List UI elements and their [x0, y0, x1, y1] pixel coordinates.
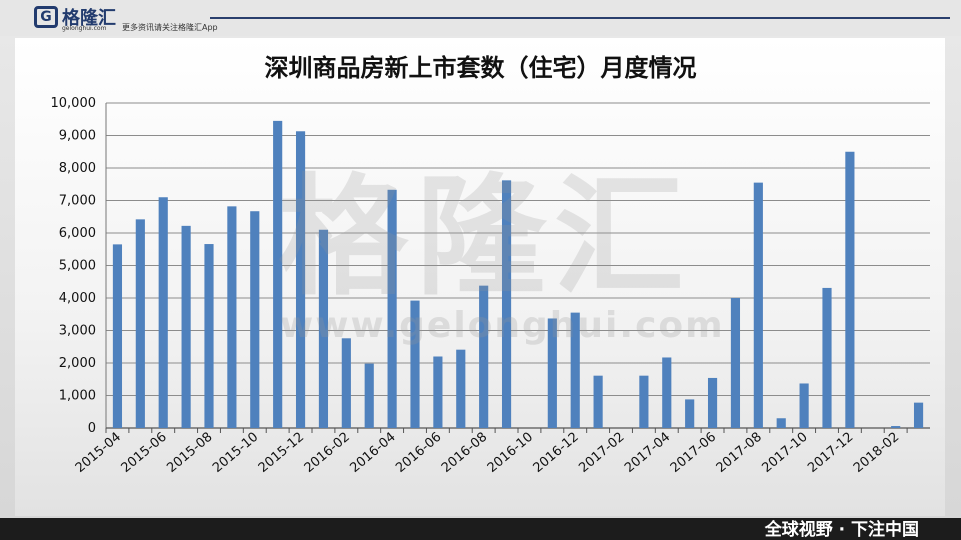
x-tick-label: 2016-12	[531, 430, 582, 476]
watermark-cn: 格隆汇	[277, 161, 692, 313]
bar-2016-06	[433, 356, 443, 428]
bar-2016-09	[501, 180, 512, 428]
bar-2018-03	[913, 402, 924, 428]
bar-2016-07	[456, 349, 466, 428]
top-divider	[210, 17, 950, 19]
bar-2017-09	[776, 418, 786, 428]
bar-2016-03	[364, 363, 374, 428]
bar-2017-06	[707, 377, 718, 428]
gelonghui-logo-icon: G	[34, 6, 58, 28]
y-tick-label: 8,000	[59, 161, 96, 176]
x-tick-label: 2017-08	[714, 430, 765, 476]
bar-2017-10	[799, 383, 809, 428]
x-tick-label: 2015-04	[73, 430, 124, 476]
x-tick-label: 2017-12	[805, 430, 856, 476]
y-tick-label: 2,000	[59, 356, 96, 371]
y-tick-label: 9,000	[59, 129, 96, 144]
brand-name: 格隆汇	[62, 8, 116, 29]
x-tick-label: 2017-10	[759, 430, 810, 476]
bar-2018-02	[891, 426, 901, 428]
y-tick-label: 7,000	[59, 194, 96, 209]
y-tick-label: 4,000	[59, 291, 96, 306]
bar-2016-11	[547, 318, 557, 428]
bar-2016-08	[479, 285, 489, 428]
x-tick-label: 2016-04	[347, 430, 398, 476]
bar-2015-06	[158, 197, 168, 428]
footer-bar	[0, 518, 961, 540]
bar-2015-07	[181, 225, 191, 428]
bar-2015-12	[295, 131, 306, 428]
x-tick-label: 2018-02	[851, 430, 902, 476]
bar-2016-12	[570, 312, 580, 428]
y-tick-label: 6,000	[59, 226, 96, 241]
bar-2016-01	[318, 229, 329, 428]
y-tick-label: 1,000	[59, 389, 96, 404]
bar-2015-09	[227, 206, 237, 428]
bar-2017-08	[753, 182, 763, 428]
x-tick-label: 2017-04	[622, 430, 673, 476]
x-tick-label: 2015-08	[164, 430, 215, 476]
bar-2017-04	[662, 357, 672, 428]
chart-panel	[15, 38, 945, 516]
bar-2015-05	[135, 219, 145, 428]
brand-url: gelonghui.com	[62, 25, 107, 32]
x-tick-label: 2017-02	[576, 430, 627, 476]
chart-title: 深圳商品房新上市套数（住宅）月度情况	[264, 53, 697, 82]
x-tick-label: 2016-06	[393, 430, 444, 476]
bar-2015-08	[204, 244, 214, 428]
x-tick-label: 2015-10	[210, 430, 261, 476]
bar-2017-07	[730, 298, 741, 428]
bar-2015-04	[112, 244, 123, 428]
footer-slogan: 全球视野 · 下注中国	[764, 520, 919, 540]
brand-slogan: 更多资讯请关注格隆汇App	[122, 23, 218, 32]
bar-2015-10	[250, 211, 260, 428]
x-tick-label: 2015-06	[119, 430, 170, 476]
x-tick-label: 2016-10	[485, 430, 536, 476]
x-tick-label: 2015-12	[256, 430, 307, 476]
x-tick-label: 2017-06	[668, 430, 719, 476]
bar-2017-05	[685, 399, 695, 428]
bar-2017-03	[639, 375, 649, 428]
x-tick-label: 2016-02	[302, 430, 353, 476]
bar-2017-12	[845, 151, 855, 428]
bar-2016-02	[341, 338, 351, 428]
bar-2015-11	[273, 120, 283, 428]
y-tick-label: 0	[88, 421, 96, 436]
y-tick-label: 5,000	[59, 259, 96, 274]
x-tick-label: 2016-08	[439, 430, 490, 476]
bar-2016-05	[410, 300, 420, 428]
y-tick-label: 3,000	[59, 324, 96, 339]
bar-2016-04	[387, 189, 397, 428]
y-tick-label: 10,000	[51, 96, 97, 111]
bar-2017-11	[822, 287, 832, 428]
bar-2017-01	[593, 375, 603, 428]
watermark-en: www.gelonghui.com	[280, 305, 725, 346]
